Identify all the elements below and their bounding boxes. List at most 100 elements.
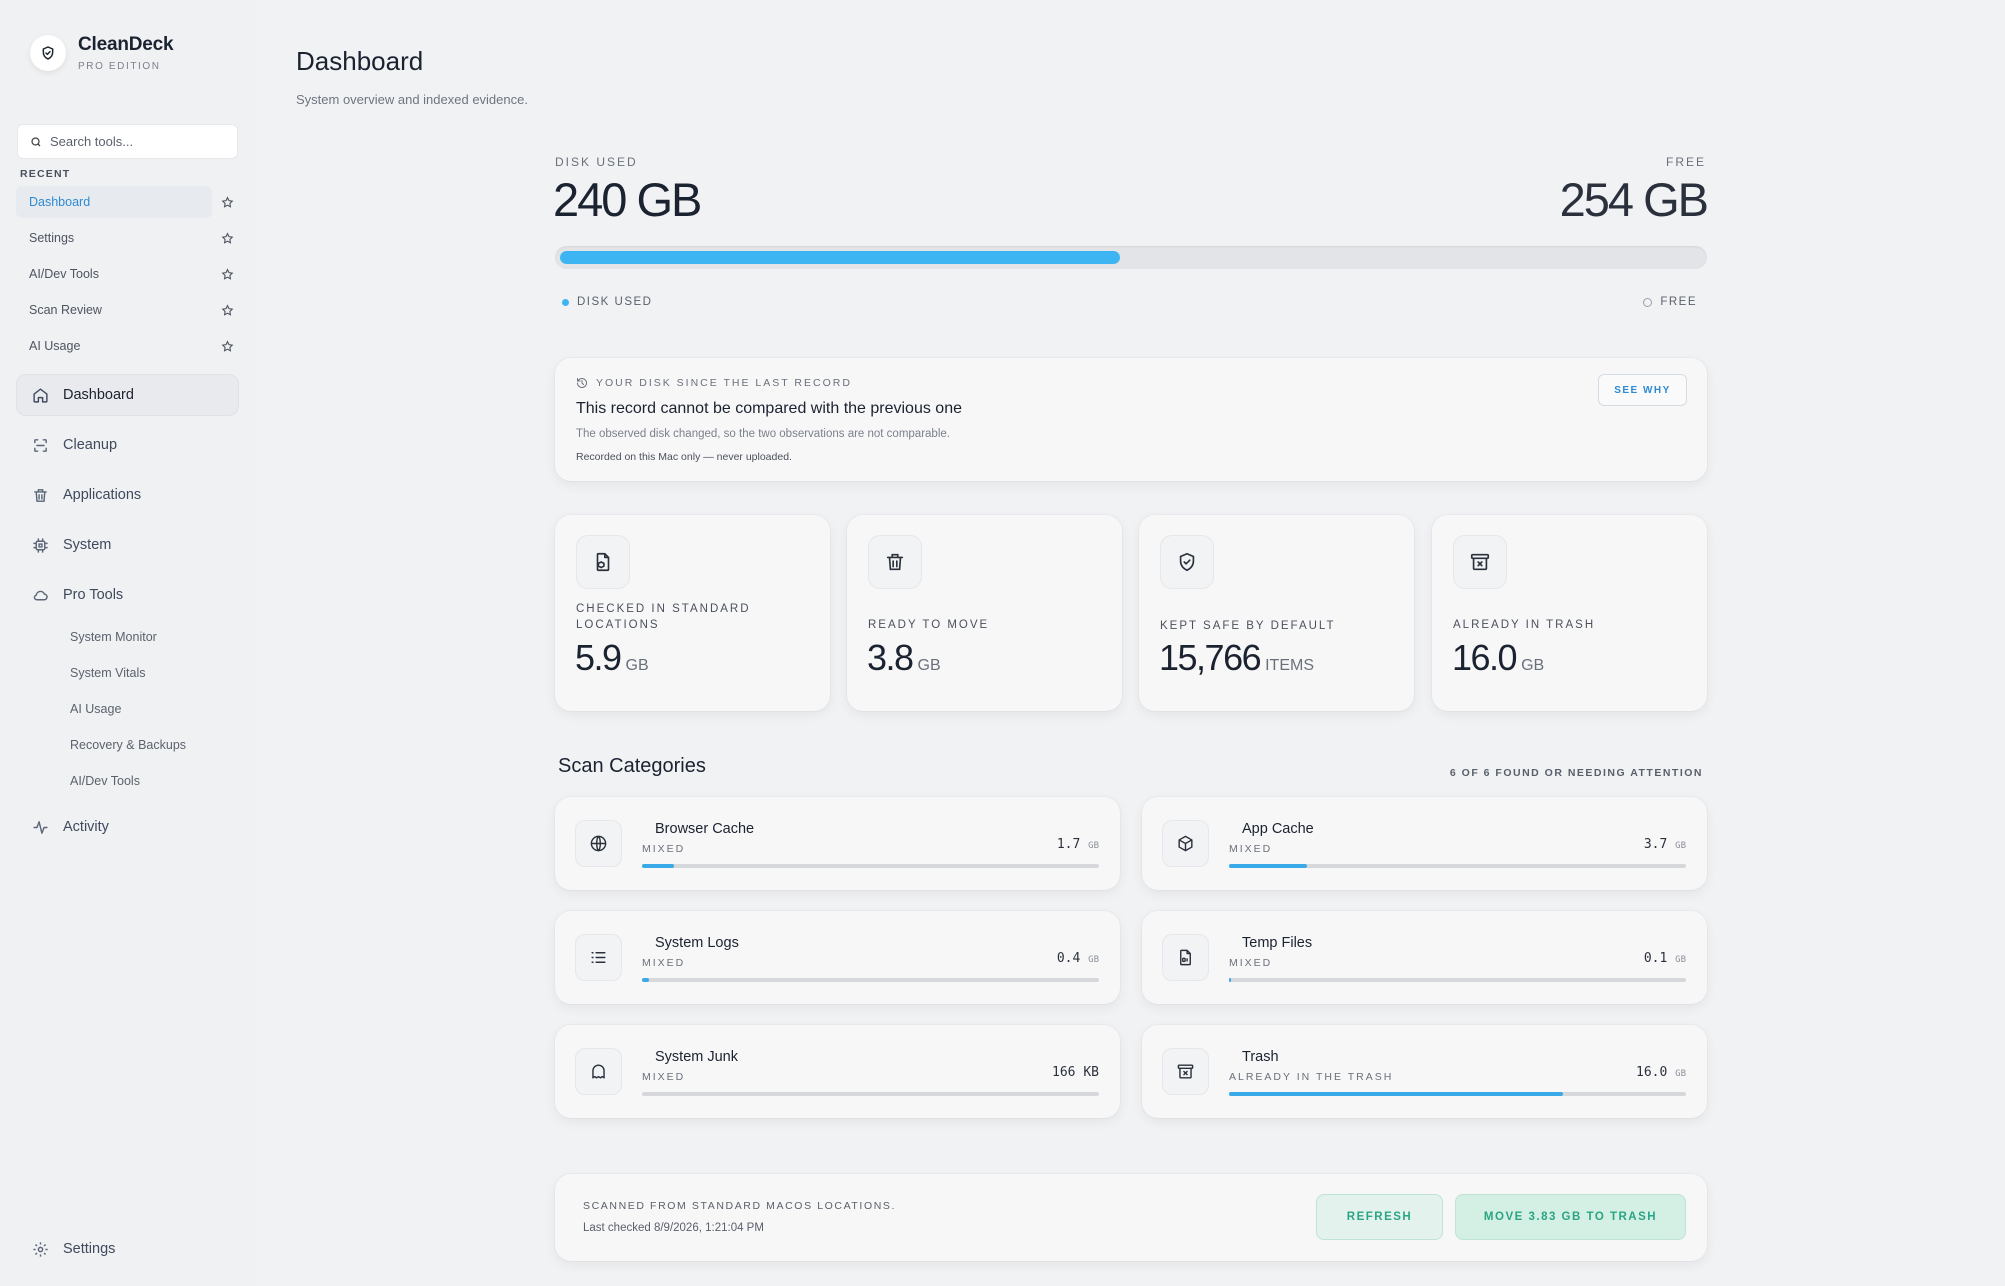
nav-label: Pro Tools — [63, 587, 124, 603]
record-note: Recorded on this Mac only — never upload… — [576, 451, 792, 463]
archive-x-icon — [1162, 1048, 1209, 1095]
recent-item-scan-review[interactable]: Scan Review — [16, 294, 238, 326]
search-input[interactable] — [50, 134, 230, 149]
nav-label: Dashboard — [63, 387, 134, 403]
category-bar — [1229, 978, 1686, 982]
category-name: Browser Cache — [655, 821, 755, 837]
category-bar — [642, 978, 1099, 982]
activity-icon — [33, 820, 48, 834]
nav-system[interactable]: System — [16, 524, 239, 566]
category-bar-fill — [1229, 864, 1307, 868]
legend-dot-free — [1643, 297, 1653, 307]
disk-usage-bar-fill — [560, 251, 1120, 264]
category-browser-cache[interactable]: Browser Cache MIXED 1.7 GB — [555, 797, 1120, 890]
category-name: System Logs — [655, 935, 739, 951]
category-size: 16.0 GB — [1636, 1065, 1686, 1080]
nav-pro-tools[interactable]: Pro Tools — [16, 574, 239, 616]
stat-card-kept-safe: KEPT SAFE BY DEFAULT 15,766 ITEMS — [1139, 515, 1414, 711]
refresh-button[interactable]: REFRESH — [1316, 1194, 1443, 1240]
star-icon[interactable] — [221, 303, 234, 317]
recent-item-settings[interactable]: Settings — [16, 222, 238, 254]
footer-kicker: SCANNED FROM STANDARD MACOS LOCATIONS. — [583, 1200, 897, 1212]
category-size-unit: GB — [1675, 841, 1686, 851]
category-size-unit: GB — [1675, 1069, 1686, 1079]
record-card: YOUR DISK SINCE THE LAST RECORD This rec… — [555, 358, 1707, 481]
cloud-icon — [33, 590, 48, 600]
stat-card-checked: CHECKED IN STANDARD LOCATIONS 5.9 GB — [555, 515, 830, 711]
scan-categories-count: 6 OF 6 FOUND OR NEEDING ATTENTION — [1449, 767, 1703, 779]
move-to-trash-button[interactable]: MOVE 3.83 GB TO TRASH — [1455, 1194, 1686, 1240]
nav-cleanup[interactable]: Cleanup — [16, 424, 239, 466]
search-box[interactable] — [17, 124, 238, 159]
see-why-button[interactable]: SEE WHY — [1598, 374, 1687, 406]
category-name: Temp Files — [1242, 935, 1313, 951]
category-size: 166 KB — [1052, 1065, 1099, 1080]
nav-applications[interactable]: Applications — [16, 474, 239, 516]
recent-item-label: Settings — [29, 231, 75, 245]
pro-tools-ai-usage[interactable]: AI Usage — [70, 702, 122, 716]
gear-icon — [33, 1241, 48, 1257]
category-kind: MIXED — [1229, 957, 1273, 969]
nav-label: Activity — [63, 819, 109, 835]
category-temp-files[interactable]: Temp Files MIXED 0.1 GB — [1142, 911, 1707, 1004]
category-size-value: 0.1 — [1643, 951, 1668, 966]
category-system-logs[interactable]: System Logs MIXED 0.4 GB — [555, 911, 1120, 1004]
stat-value: 5.9 GB — [575, 637, 649, 679]
nav-label: Cleanup — [63, 437, 118, 453]
category-system-junk[interactable]: System Junk MIXED 166 KB — [555, 1025, 1120, 1118]
archive-x-icon — [1453, 535, 1507, 589]
star-icon[interactable] — [221, 339, 234, 353]
pro-tools-recovery-backups[interactable]: Recovery & Backups — [70, 738, 187, 752]
sidebar: CleanDeck PRO EDITION RECENT Dashboard S… — [0, 0, 255, 1286]
star-icon[interactable] — [221, 231, 234, 245]
category-app-cache[interactable]: App Cache MIXED 3.7 GB — [1142, 797, 1707, 890]
category-size-value: 0.4 — [1056, 951, 1081, 966]
recent-item-ai-dev-tools[interactable]: AI/Dev Tools — [16, 258, 238, 290]
recent-item-ai-usage[interactable]: AI Usage — [16, 330, 238, 362]
star-icon[interactable] — [221, 267, 234, 281]
category-kind: MIXED — [642, 843, 686, 855]
app-name: CleanDeck — [78, 34, 174, 55]
record-title: This record cannot be compared with the … — [576, 400, 962, 417]
record-kicker: YOUR DISK SINCE THE LAST RECORD — [576, 377, 852, 389]
stat-unit: ITEMS — [1265, 657, 1314, 674]
nav-settings[interactable]: Settings — [16, 1228, 239, 1270]
stat-label: KEPT SAFE BY DEFAULT — [1160, 620, 1336, 632]
ghost-icon — [575, 1048, 622, 1095]
category-bar-fill — [642, 864, 674, 868]
category-kind: MIXED — [1229, 843, 1273, 855]
stat-number: 15,766 — [1159, 637, 1262, 678]
home-icon — [33, 387, 48, 403]
category-bar-fill — [1229, 978, 1232, 982]
category-size-value: 16.0 — [1636, 1065, 1668, 1080]
shield-logo-icon — [30, 35, 66, 71]
category-size: 3.7 GB — [1644, 837, 1686, 852]
free-label: FREE — [1665, 155, 1706, 169]
legend-dot-used — [562, 298, 569, 306]
stat-unit: GB — [917, 657, 941, 674]
stat-number: 5.9 — [575, 637, 622, 678]
recent-item-dashboard[interactable]: Dashboard — [16, 186, 238, 218]
stat-value: 16.0 GB — [1452, 637, 1544, 679]
file-code-icon — [1162, 934, 1209, 981]
pro-tools-system-vitals[interactable]: System Vitals — [70, 666, 146, 680]
category-trash[interactable]: Trash ALREADY IN THE TRASH 16.0 GB — [1142, 1025, 1707, 1118]
shield-check-icon — [1160, 535, 1214, 589]
stat-label: CHECKED IN STANDARD LOCATIONS — [576, 603, 751, 631]
nav-dashboard[interactable]: Dashboard — [16, 374, 239, 416]
box-icon — [1162, 820, 1209, 867]
nav-activity[interactable]: Activity — [16, 806, 239, 848]
star-icon[interactable] — [221, 195, 234, 209]
pro-tools-ai-dev-tools[interactable]: AI/Dev Tools — [70, 774, 140, 788]
nav-label: Settings — [63, 1241, 116, 1257]
stat-label: ALREADY IN TRASH — [1453, 619, 1596, 631]
recent-item-label: AI Usage — [29, 339, 81, 353]
page-title: Dashboard — [296, 46, 424, 76]
chip-icon — [33, 537, 48, 553]
last-checked: Last checked 8/9/2026, 1:21:04 PM — [583, 1222, 764, 1234]
stat-label: READY TO MOVE — [868, 619, 990, 631]
category-size-value: 166 KB — [1052, 1065, 1099, 1080]
history-icon — [577, 378, 587, 388]
list-icon — [575, 934, 622, 981]
pro-tools-system-monitor[interactable]: System Monitor — [70, 630, 157, 644]
